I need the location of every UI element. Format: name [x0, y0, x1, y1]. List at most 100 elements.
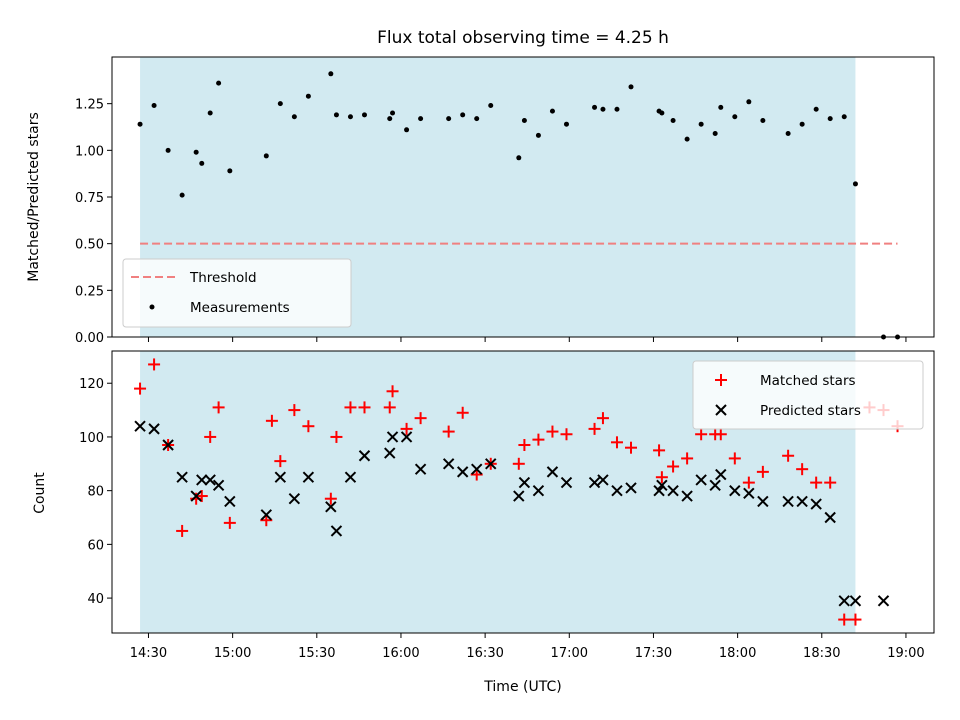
matched-star-point — [714, 428, 727, 441]
matched-star-point — [288, 404, 301, 417]
bottom-ticks: 40 60 80 100 120 14:30 15:00 15:30 16:00 16:30 17:… — [79, 377, 925, 661]
xtick-label: 14:30 — [130, 646, 167, 661]
bottom-legend-box — [692, 360, 924, 430]
predicted-star-point — [667, 484, 679, 497]
predicted-star-point — [681, 490, 693, 502]
matched-star-point — [824, 476, 837, 489]
top-marks — [137, 71, 901, 340]
matched-star-point — [212, 401, 225, 414]
matched-star-point — [442, 425, 455, 438]
predicted-star-point — [709, 479, 721, 491]
predicted-star-point — [518, 476, 531, 489]
measurement-point — [390, 110, 396, 116]
predicted-star-point — [260, 509, 273, 521]
measurement-point — [852, 181, 858, 187]
predicted-star-point — [386, 431, 399, 443]
matched-star-point — [400, 422, 413, 435]
matched-star-point — [653, 444, 666, 457]
matched-star-point — [176, 524, 189, 537]
measurement-point — [347, 114, 353, 120]
measurement-point — [659, 110, 665, 116]
matched-star-point — [782, 449, 795, 462]
measurement-point — [732, 114, 738, 120]
matched-star-point — [195, 490, 208, 503]
measurement-point — [305, 93, 311, 99]
predicted-star-point — [162, 439, 174, 451]
xtick-label: 15:30 — [298, 646, 335, 661]
predicted-star-point — [274, 471, 287, 483]
predicted-star-point — [288, 493, 301, 505]
legend-threshold-label: Threshold — [189, 270, 257, 286]
matched-star-point — [456, 406, 469, 419]
xtick-label: 17:00 — [551, 646, 588, 661]
top-ytick-label: 0.00 — [75, 331, 104, 346]
measurement-point — [614, 106, 620, 112]
matched-star-point — [518, 439, 531, 451]
measurement-point — [684, 136, 690, 142]
xtick-label: 18:30 — [803, 646, 840, 661]
measurement-point — [600, 106, 606, 112]
predicted-star-point — [877, 595, 890, 607]
bottom-panel: 40 60 80 100 120 14:30 15:00 15:30 16:00 16:30 17:… — [32, 350, 935, 695]
matched-star-point — [532, 433, 545, 446]
predicted-star-point — [134, 420, 146, 432]
predicted-star-point — [729, 484, 741, 497]
top-legend: Threshold Measurements — [122, 258, 352, 328]
measurement-point — [227, 168, 233, 174]
predicted-star-point — [838, 595, 850, 607]
predicted-star-point — [625, 482, 637, 494]
predicted-star-point — [456, 466, 469, 478]
predicted-star-point — [597, 474, 609, 486]
predicted-star-point — [656, 479, 668, 491]
measurement-point — [460, 112, 466, 118]
predicted-star-point — [532, 484, 545, 497]
matched-star-point — [324, 492, 337, 505]
predicted-star-point — [757, 495, 769, 508]
top-ytick-label: 0.50 — [75, 238, 104, 253]
measurement-point — [387, 116, 393, 122]
measurement-point — [813, 106, 819, 112]
matched-star-point — [742, 476, 755, 489]
measurement-point — [592, 104, 598, 110]
predicted-star-point — [782, 495, 794, 508]
measurement-point — [207, 110, 213, 116]
matched-star-point — [728, 452, 741, 465]
matched-star-point — [383, 401, 396, 414]
measurement-point — [535, 132, 541, 138]
predicted-star-point — [176, 471, 188, 483]
matched-star-point — [588, 422, 601, 435]
matched-star-point — [849, 613, 862, 626]
predicted-star-point — [743, 487, 755, 500]
chart-title: Flux total observing time = 4.25 h — [377, 28, 669, 48]
bottom-marks — [134, 358, 904, 626]
xtick-label: 18:00 — [719, 646, 756, 661]
matched-star-point — [655, 471, 668, 484]
predicted-star-point — [611, 484, 623, 497]
measurement-point — [333, 112, 339, 118]
matched-star-point — [546, 425, 559, 438]
measurement-point — [549, 108, 555, 114]
predicted-star-point — [715, 468, 727, 481]
xtick-label: 19:00 — [887, 646, 924, 661]
bottom-ytick-label: 120 — [79, 377, 104, 392]
top-ylabel: Matched/Predicted stars — [26, 112, 42, 282]
matched-star-point — [302, 420, 315, 433]
measurement-point — [516, 155, 522, 161]
top-legend-box — [122, 258, 352, 328]
matched-star-point — [796, 463, 809, 476]
top-panel: 0.00 0.25 0.50 0.75 1.00 1.25 Matched/Predict… — [26, 56, 935, 346]
xtick-label: 16:30 — [466, 646, 503, 661]
measurement-point — [328, 71, 334, 77]
matched-star-point — [274, 455, 287, 468]
legend-measurements-swatch — [149, 304, 155, 310]
matched-star-point — [695, 428, 708, 441]
measurement-point — [263, 153, 269, 159]
xtick-label: 17:30 — [635, 646, 672, 661]
bottom-ytick-label: 100 — [79, 431, 104, 446]
measurement-point — [474, 116, 480, 122]
measurement-point — [799, 121, 805, 127]
measurement-point — [563, 121, 569, 127]
measurement-point — [698, 121, 704, 127]
predicted-star-point — [560, 476, 573, 489]
